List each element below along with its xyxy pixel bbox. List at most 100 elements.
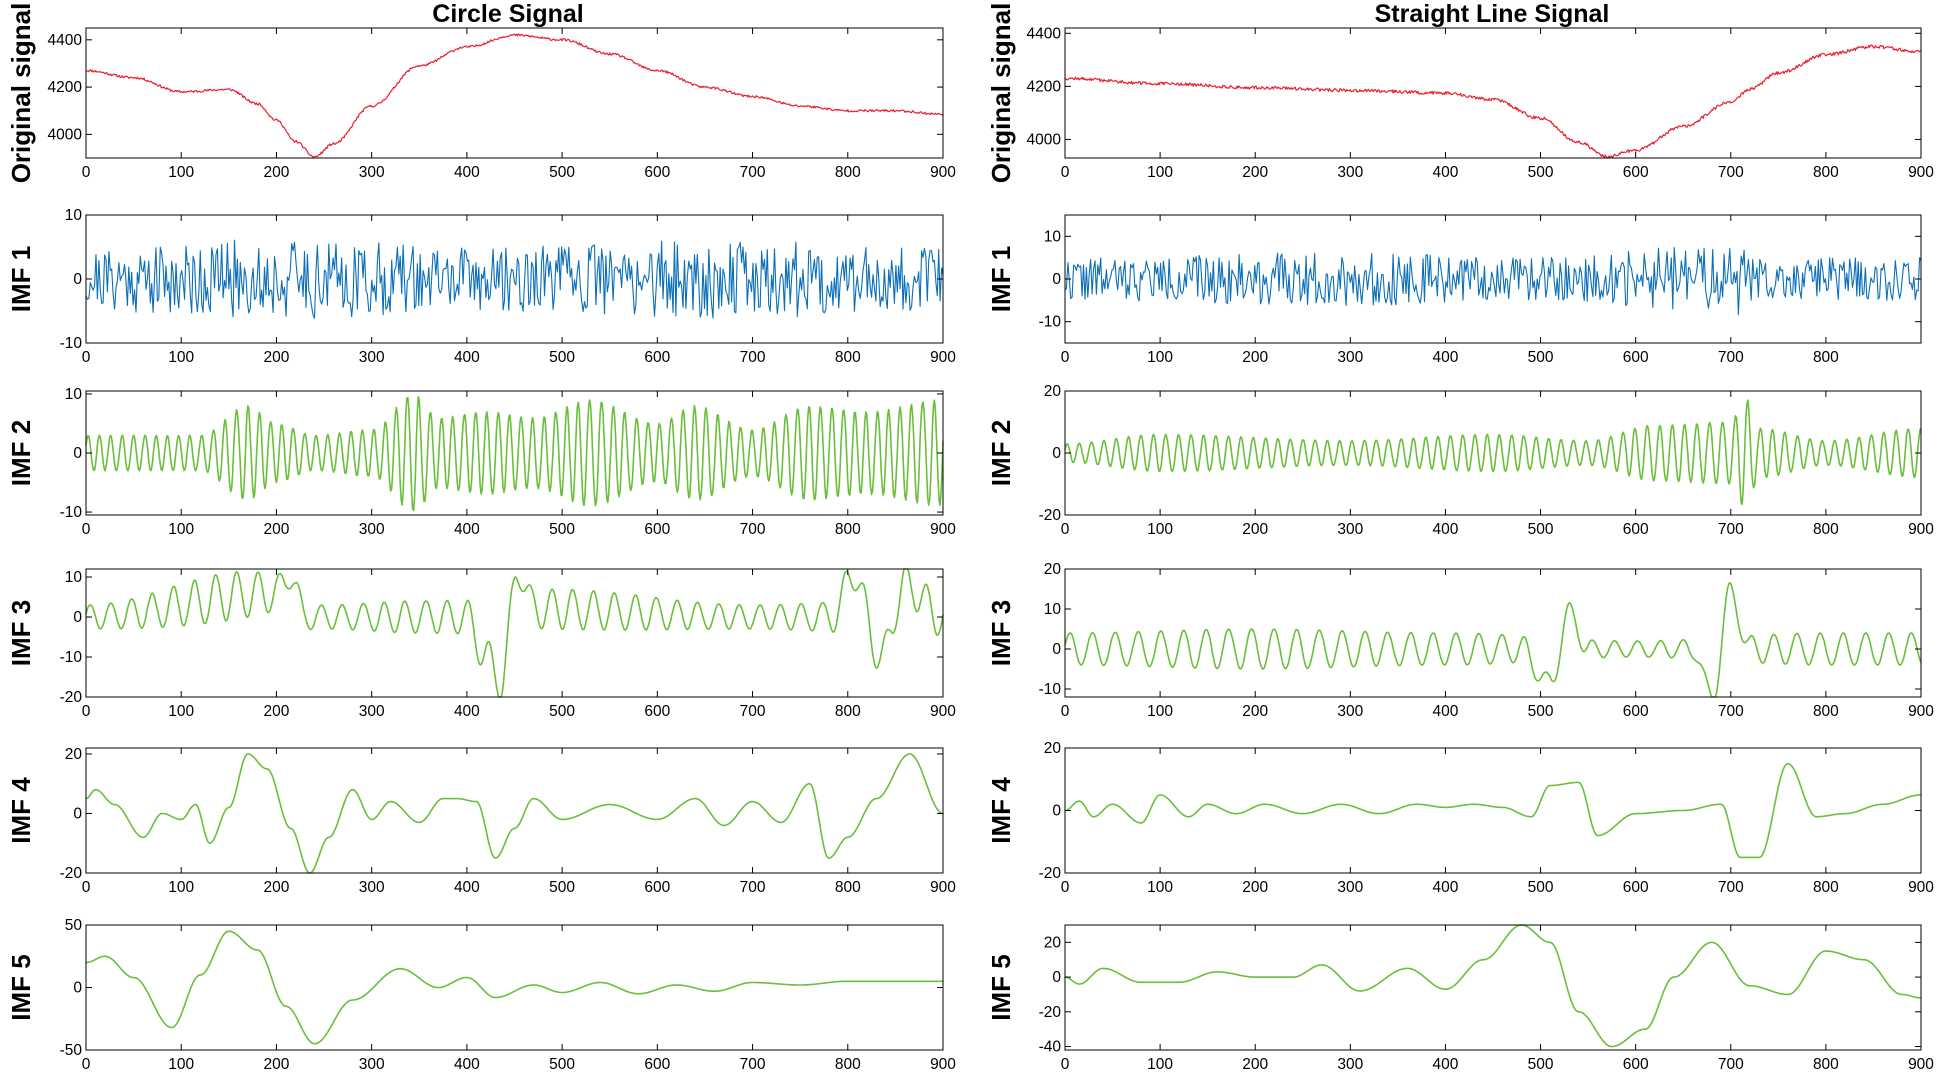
x-tick-label: 0 xyxy=(82,703,91,720)
y-tick-label: 10 xyxy=(65,207,83,224)
x-tick-label: 0 xyxy=(1061,164,1070,181)
x-tick-label: 0 xyxy=(82,879,91,896)
y-axis-label: Original signal xyxy=(986,3,1016,184)
y-tick-label: 20 xyxy=(1044,934,1062,951)
y-axis-label: IMF 3 xyxy=(6,600,36,666)
series-line xyxy=(85,753,944,874)
column-title-circle: Circle Signal xyxy=(432,0,583,28)
x-tick-label: 0 xyxy=(1061,521,1070,538)
x-tick-label: 100 xyxy=(168,164,194,181)
series-line xyxy=(1064,44,1922,159)
x-tick-label: 100 xyxy=(1147,1056,1173,1073)
y-tick-label: 20 xyxy=(1044,383,1062,400)
panel-imf3-straight-line: 0 100 200 300 400 500 600 700 800 900 -10 0 10 20 IMF … xyxy=(986,561,1934,720)
x-tick-label: 400 xyxy=(1433,349,1459,366)
x-tick-label: 100 xyxy=(1147,164,1173,181)
x-tick-label: 900 xyxy=(1908,164,1934,181)
x-tick-label: 900 xyxy=(930,1056,956,1073)
x-tick-label: 600 xyxy=(644,521,670,538)
panel-original-straight-line: 0 100 200 300 400 500 600 700 800 900 4000 4200 4400… xyxy=(986,3,1934,184)
x-tick-label: 900 xyxy=(1908,1056,1934,1073)
x-tick-label: 200 xyxy=(264,521,290,538)
x-tick-label: 700 xyxy=(1718,879,1744,896)
x-tick-label: 800 xyxy=(835,879,861,896)
x-tick-label: 500 xyxy=(1528,164,1554,181)
x-tick-label: 200 xyxy=(264,879,290,896)
y-axis-label: IMF 1 xyxy=(6,246,36,312)
x-tick-label: 100 xyxy=(168,879,194,896)
x-tick-label: 100 xyxy=(1147,879,1173,896)
y-tick-label: 0 xyxy=(73,980,82,997)
y-tick-label: -20 xyxy=(1039,1004,1062,1021)
y-axis-label: IMF 3 xyxy=(986,600,1016,666)
x-tick-label: 500 xyxy=(1528,1056,1554,1073)
x-tick-label: 600 xyxy=(1623,349,1649,366)
y-axis-label: IMF 4 xyxy=(6,777,36,844)
x-tick-label: 800 xyxy=(1813,1056,1839,1073)
y-axis-label: IMF 1 xyxy=(986,246,1016,312)
axes-frame xyxy=(1064,27,1922,159)
x-tick-label: 700 xyxy=(1718,521,1744,538)
x-tick-label: 300 xyxy=(359,1056,385,1073)
x-tick-label: 0 xyxy=(1061,879,1070,896)
x-tick-label: 900 xyxy=(1908,521,1934,538)
x-tick-label: 200 xyxy=(1242,1056,1268,1073)
x-tick-label: 900 xyxy=(930,349,956,366)
y-axis-label: IMF 2 xyxy=(6,420,36,486)
x-tick-label: 400 xyxy=(1433,703,1459,720)
y-tick-label: 4400 xyxy=(1027,25,1062,42)
x-tick-label: 0 xyxy=(82,1056,91,1073)
y-tick-label: -10 xyxy=(60,649,83,666)
y-axis-label: IMF 5 xyxy=(986,954,1016,1020)
series-line xyxy=(1064,924,1922,1048)
x-tick-label: 900 xyxy=(1908,879,1934,896)
x-tick-label: 500 xyxy=(549,521,575,538)
x-tick-label: 500 xyxy=(1528,521,1554,538)
y-tick-label: -10 xyxy=(1039,681,1062,698)
x-tick-label: 200 xyxy=(264,1056,290,1073)
x-tick-label: 500 xyxy=(549,349,575,366)
axes-box xyxy=(1064,568,1922,698)
x-tick-label: 700 xyxy=(740,521,766,538)
x-tick-label: 0 xyxy=(82,164,91,181)
y-tick-label: 4200 xyxy=(1027,78,1062,95)
x-tick-label: 300 xyxy=(1337,349,1363,366)
x-tick-label: 100 xyxy=(168,521,194,538)
y-tick-label: 4400 xyxy=(48,32,83,49)
axes-frame xyxy=(1064,924,1922,1051)
x-tick-label: 600 xyxy=(1623,164,1649,181)
x-tick-label: 800 xyxy=(1813,349,1839,366)
x-tick-label: 900 xyxy=(930,879,956,896)
y-tick-label: 0 xyxy=(1052,641,1061,658)
y-axis-label: IMF 5 xyxy=(6,954,36,1020)
y-tick-label: 0 xyxy=(73,805,82,822)
x-tick-label: 300 xyxy=(359,349,385,366)
panel-imf5-straight-line: 0 100 200 300 400 500 600 700 800 900 -40 -20 0 20 IMF… xyxy=(986,924,1934,1073)
x-tick-label: 0 xyxy=(1061,1056,1070,1073)
axes-frame xyxy=(85,747,944,874)
x-tick-label: 0 xyxy=(82,349,91,366)
y-tick-label: 0 xyxy=(1052,271,1061,288)
x-tick-label: 700 xyxy=(740,1056,766,1073)
x-tick-label: 700 xyxy=(1718,349,1744,366)
x-tick-label: 100 xyxy=(1147,349,1173,366)
x-tick-label: 500 xyxy=(549,703,575,720)
x-tick-label: 600 xyxy=(644,349,670,366)
panel-imf1-straight-line: 0 100 200 300 400 500 600 700 800 -10 0 10 IMF 1 xyxy=(986,214,1922,366)
x-tick-label: 800 xyxy=(835,349,861,366)
x-tick-label: 900 xyxy=(1908,703,1934,720)
x-tick-label: 700 xyxy=(740,703,766,720)
y-tick-label: 0 xyxy=(1052,445,1061,462)
y-tick-label: 0 xyxy=(73,445,82,462)
y-tick-label: -20 xyxy=(1039,865,1062,882)
x-tick-label: 500 xyxy=(549,1056,575,1073)
x-tick-label: 400 xyxy=(454,703,480,720)
x-tick-label: 300 xyxy=(1337,879,1363,896)
y-tick-label: -10 xyxy=(60,335,83,352)
y-tick-label: -50 xyxy=(60,1042,83,1059)
y-tick-label: -20 xyxy=(60,865,83,882)
series-line xyxy=(85,568,944,698)
